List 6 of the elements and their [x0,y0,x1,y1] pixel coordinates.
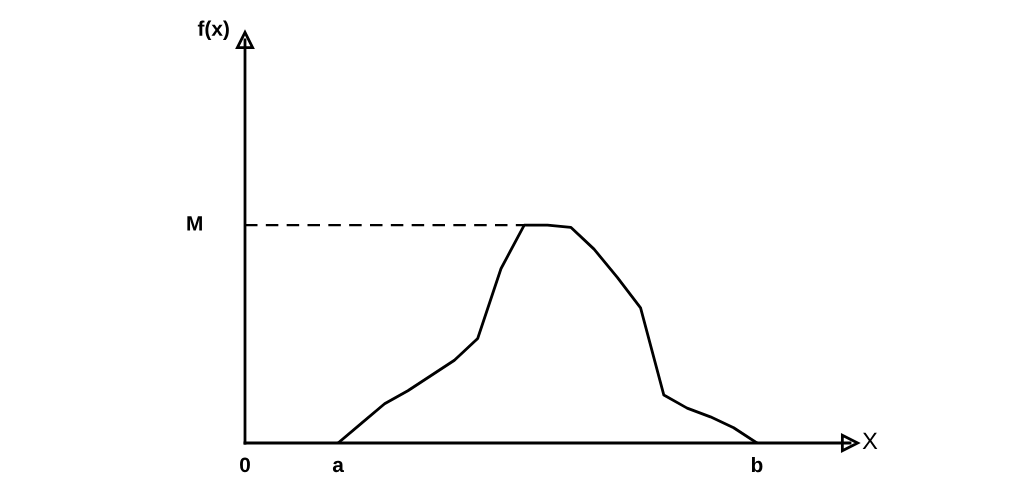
x-tick-label: a [332,460,344,473]
text: f(x) [197,20,229,40]
x-tick-label: b [751,456,763,473]
ref-line-label: M [187,216,202,231]
x-axis-title: X [862,432,878,450]
x-tick-label: 0 [240,457,250,473]
